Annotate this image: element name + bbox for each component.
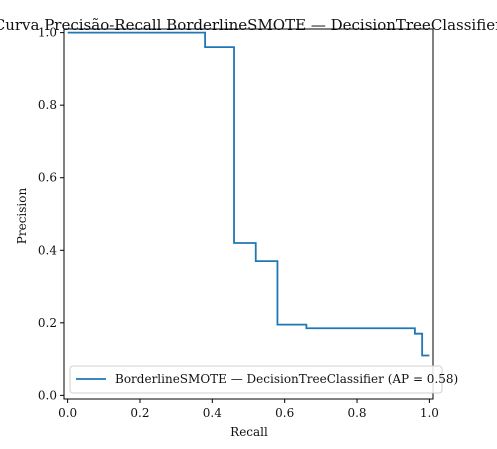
- y-axis-label: Precision: [15, 188, 29, 245]
- y-tick-label: 0.0: [38, 388, 57, 402]
- legend-box: [69, 365, 443, 394]
- x-tick-label: 0.6: [275, 406, 294, 420]
- precision-recall-series-line: [67, 31, 430, 357]
- x-axis-ticks: 0.0 0.2 0.4 0.6 0.8 1.0: [58, 399, 439, 420]
- x-tick-label: 0.2: [130, 406, 149, 420]
- x-tick-label: 1.0: [420, 406, 439, 420]
- y-tick-label: 0.2: [38, 316, 57, 330]
- chart-title: Curva Precisão-Recall BorderlineSMOTE — …: [0, 16, 497, 34]
- plot-frame: [63, 28, 434, 400]
- y-tick-label: 0.4: [38, 243, 57, 257]
- x-tick-label: 0.0: [58, 406, 77, 420]
- y-tick-label: 1.0: [38, 26, 57, 40]
- y-axis-ticks: 0.0 0.2 0.4 0.6 0.8 1.0: [38, 26, 64, 402]
- x-axis-label: Recall: [230, 425, 268, 439]
- x-tick-label: 0.8: [347, 406, 366, 420]
- series-group: [67, 31, 430, 357]
- legend: BorderlineSMOTE — DecisionTreeClassifier…: [69, 365, 458, 394]
- y-tick-label: 0.8: [38, 98, 57, 112]
- plot-area: [63, 28, 434, 400]
- legend-entry-label: BorderlineSMOTE — DecisionTreeClassifier…: [115, 372, 458, 386]
- x-tick-label: 0.4: [203, 406, 222, 420]
- y-tick-label: 0.6: [38, 171, 57, 185]
